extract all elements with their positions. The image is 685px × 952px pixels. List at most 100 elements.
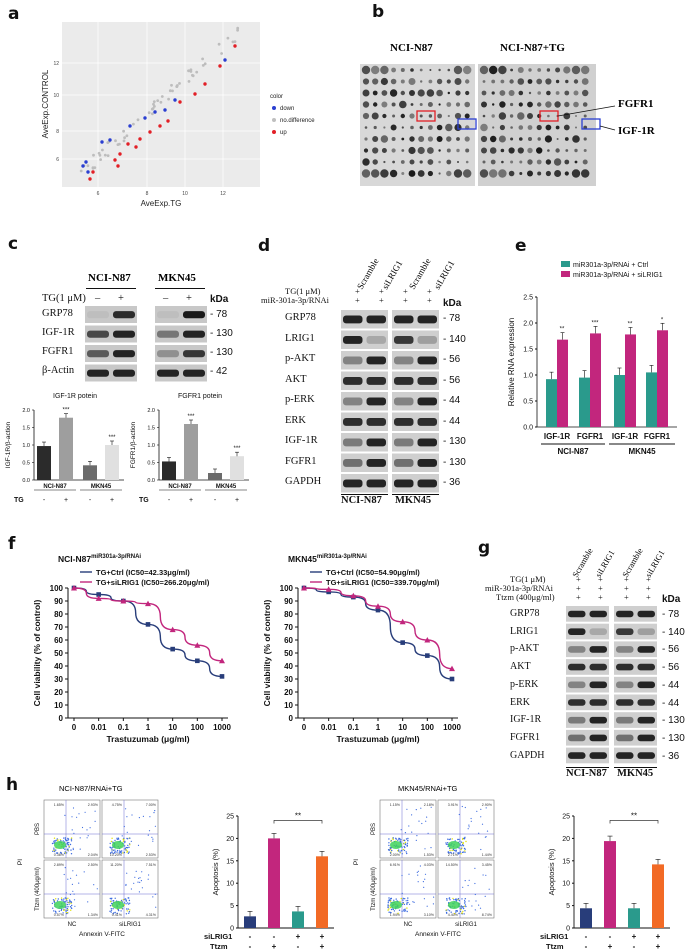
array-spot <box>498 65 507 75</box>
event <box>462 907 465 910</box>
legend-label: TG+Ctrl (IC50=54.90μg/ml) <box>326 568 420 577</box>
array-spot <box>446 136 452 142</box>
event <box>126 837 128 840</box>
flow-title: MKN45/RNAi+TG <box>398 784 458 793</box>
array-spot <box>571 65 581 75</box>
panel-label-f: f <box>8 534 16 554</box>
event <box>65 839 67 841</box>
y-tick-label: 90 <box>54 597 63 606</box>
quad-percent: 3.10% <box>424 913 435 917</box>
bar <box>230 456 244 480</box>
array-spot <box>364 126 368 129</box>
event-core <box>112 841 124 849</box>
band <box>343 315 363 324</box>
array-spot <box>401 126 404 129</box>
event <box>464 904 467 906</box>
event <box>467 828 469 830</box>
event <box>449 899 451 901</box>
event <box>387 904 389 906</box>
event <box>455 849 457 851</box>
quad-percent: 2.53% <box>146 853 157 857</box>
array-spot <box>509 79 514 84</box>
band <box>343 377 363 385</box>
sign: + <box>576 583 581 593</box>
array-spot <box>508 170 515 177</box>
array-spot <box>409 159 415 165</box>
data-point <box>326 589 331 595</box>
data-point <box>219 657 225 664</box>
y-tick-label: 80 <box>284 610 293 619</box>
event <box>405 838 408 840</box>
array-spot <box>418 136 425 142</box>
event <box>390 897 393 900</box>
band <box>157 330 179 338</box>
event <box>459 906 461 908</box>
event <box>71 904 73 907</box>
array-spot <box>547 114 550 118</box>
event <box>148 874 150 876</box>
event <box>471 905 473 907</box>
event <box>142 815 144 817</box>
up-point <box>91 170 95 174</box>
band <box>113 330 135 338</box>
array-spot <box>438 172 441 175</box>
event <box>405 900 407 902</box>
event <box>71 883 73 885</box>
event <box>72 870 74 872</box>
event <box>449 838 452 840</box>
array-spot <box>408 170 416 177</box>
up-point <box>88 177 92 181</box>
y-tick-label: 10 <box>562 881 570 888</box>
event <box>148 830 151 832</box>
array-spot <box>537 171 542 176</box>
event <box>69 906 72 908</box>
quad-percent: 2.89% <box>54 863 65 867</box>
sign: + <box>355 295 360 305</box>
event <box>462 906 465 908</box>
cell-label: NCI-N87 <box>341 495 382 506</box>
blot-strip <box>614 606 657 622</box>
blot-d <box>341 310 439 493</box>
panel-h-left: NCI-N87/RNAi+TG 1.65% 2.93% 0.36% 2.04% 4.75… <box>14 780 344 952</box>
array-spot <box>536 124 542 131</box>
array-spot <box>410 125 414 130</box>
event <box>447 842 449 844</box>
band <box>568 663 586 671</box>
event <box>464 901 466 903</box>
up-point <box>203 82 207 86</box>
event <box>51 842 54 845</box>
event <box>126 816 128 818</box>
array-spot <box>500 79 505 84</box>
array-spot <box>455 102 461 107</box>
blot-strip <box>392 351 439 370</box>
array-spot <box>419 68 423 72</box>
event <box>458 852 461 854</box>
down-point <box>128 124 132 128</box>
data-point <box>194 642 201 648</box>
y-axis-label: Apoptosis (%) <box>211 848 220 895</box>
event <box>134 876 136 878</box>
event <box>109 846 111 848</box>
blot-strip <box>392 330 439 349</box>
quad-percent: 11.20% <box>110 863 123 867</box>
quad-percent: 0.41% <box>112 913 123 917</box>
lane-header: Scramble <box>570 546 595 579</box>
array-spot <box>401 172 405 175</box>
band <box>616 699 634 706</box>
y-tick: 8 <box>56 129 59 135</box>
quad-percent: 2.50% <box>88 863 99 867</box>
band <box>637 734 655 742</box>
gray-point <box>101 148 104 152</box>
array-spot <box>419 125 423 130</box>
event <box>72 848 74 851</box>
band <box>589 610 607 618</box>
event <box>114 911 116 914</box>
event <box>468 826 470 828</box>
quad-percent: 7.51% <box>146 863 157 867</box>
array-spot <box>436 78 443 85</box>
event <box>128 899 131 902</box>
event <box>121 908 124 910</box>
row-label: Ttzm (400μg/ml) <box>35 867 41 911</box>
x-tick-label: 0.1 <box>348 723 360 732</box>
event <box>151 836 153 838</box>
